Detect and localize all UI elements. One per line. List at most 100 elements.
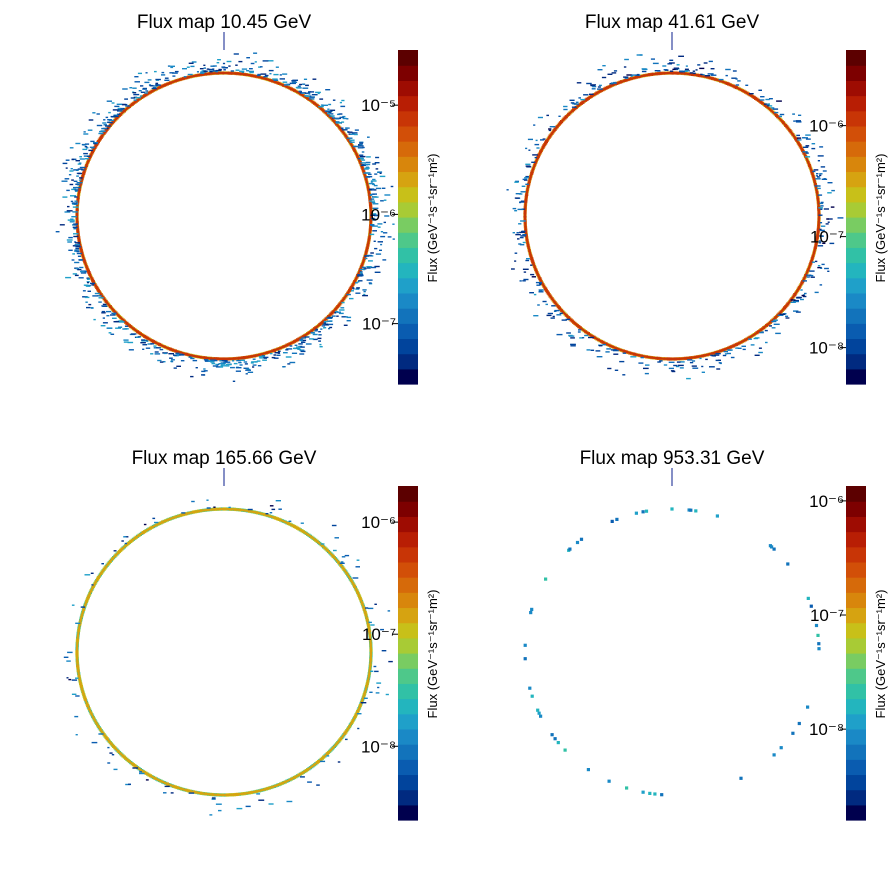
ring-core: [75, 507, 373, 797]
halo-bin: [790, 299, 796, 301]
halo-bin: [817, 155, 824, 157]
halo-bin: [361, 266, 366, 269]
halo-bin: [554, 309, 560, 312]
halo-bin: [317, 337, 322, 340]
halo-bin: [704, 75, 711, 77]
halo-bin: [300, 522, 304, 524]
halo-bin: [141, 339, 146, 341]
colorbar-tick-label: 10⁻⁷: [362, 625, 396, 644]
halo-bin: [725, 74, 728, 77]
halo-bin: [73, 169, 79, 171]
halo-bin: [709, 366, 715, 368]
halo-bin: [212, 65, 217, 67]
halo-bin: [238, 60, 243, 63]
halo-bin: [91, 741, 98, 744]
map-title-2: Flux map 41.61 GeV: [585, 12, 760, 33]
halo-bin: [134, 81, 140, 83]
halo-bin: [102, 317, 105, 319]
halo-bin: [308, 93, 311, 95]
halo-bin: [624, 77, 629, 79]
halo-bin: [523, 271, 527, 273]
halo-bin: [356, 287, 360, 289]
halo-bin: [602, 343, 606, 346]
halo-bin: [522, 280, 526, 282]
colorbar-step: [398, 622, 418, 639]
halo-bin: [820, 208, 823, 210]
halo-bin: [360, 164, 366, 167]
halo-bin: [613, 353, 619, 355]
ring-bin: [786, 562, 790, 566]
halo-bin: [369, 200, 375, 202]
halo-bin: [296, 346, 301, 348]
halo-bin: [190, 357, 195, 360]
halo-bin: [822, 242, 826, 244]
halo-bin: [373, 240, 376, 242]
halo-bin: [575, 101, 579, 103]
halo-bin: [827, 192, 832, 194]
halo-bin: [571, 106, 577, 108]
halo-bin: [312, 333, 318, 336]
ring-bin: [779, 746, 783, 750]
halo-bin: [319, 98, 324, 100]
halo-bin: [351, 290, 354, 292]
colorbar-step: [398, 653, 418, 669]
halo-bin: [132, 92, 137, 94]
halo-bin: [679, 361, 685, 363]
halo-bin: [329, 326, 333, 329]
halo-bin: [514, 260, 517, 262]
halo-bin: [259, 357, 264, 359]
halo-bin: [90, 572, 94, 574]
halo-bin: [228, 506, 231, 509]
halo-bin: [370, 217, 375, 220]
halo-bin: [74, 241, 77, 243]
halo-bin: [668, 367, 674, 370]
ring-bin: [568, 547, 572, 551]
halo-bin: [529, 292, 534, 294]
halo-bin: [538, 290, 543, 292]
halo-bin: [319, 346, 323, 348]
halo-bin: [73, 228, 77, 230]
halo-bin: [71, 158, 75, 161]
halo-bin: [819, 235, 824, 237]
halo-bin: [203, 368, 206, 370]
halo-bin: [359, 141, 364, 143]
ring-bin: [715, 514, 719, 518]
halo-bin: [692, 360, 696, 362]
halo-bin: [93, 142, 97, 145]
halo-bin: [105, 116, 109, 119]
halo-bin: [754, 337, 760, 339]
colorbar-step: [398, 668, 418, 684]
halo-bin: [218, 68, 222, 71]
halo-bin: [203, 370, 208, 372]
halo-bin: [91, 284, 94, 286]
halo-bin: [145, 90, 149, 92]
halo-bin: [802, 295, 807, 298]
halo-bin: [340, 105, 346, 108]
halo-bin: [324, 110, 331, 112]
halo-bin: [590, 84, 596, 86]
ring-bin: [530, 607, 534, 611]
halo-bin: [325, 89, 331, 91]
halo-bin: [328, 327, 331, 330]
halo-bin: [89, 146, 95, 148]
halo-bin: [354, 129, 359, 131]
ring-bin: [610, 519, 614, 523]
halo-bin: [147, 343, 153, 345]
halo-bin: [347, 131, 353, 133]
flux-map-svg-4: Flux map 953.31 GeV 10⁻⁸ 10⁻⁷ 10⁻⁶ Flux (G…: [523, 448, 888, 821]
colorbar-step: [398, 186, 418, 203]
colorbar-step: [846, 637, 866, 654]
halo-bin: [820, 229, 825, 232]
halo-bin: [538, 289, 544, 291]
halo-bin: [183, 76, 187, 78]
ring-bin: [772, 753, 776, 757]
halo-bin: [764, 329, 768, 332]
halo-bin: [250, 62, 255, 65]
halo-bin: [691, 365, 697, 367]
halo-bin: [676, 64, 680, 66]
halo-bin: [626, 74, 633, 76]
halo-bin: [76, 182, 83, 184]
halo-bin: [636, 73, 640, 76]
halo-bin: [827, 182, 833, 184]
halo-bin: [282, 81, 288, 83]
